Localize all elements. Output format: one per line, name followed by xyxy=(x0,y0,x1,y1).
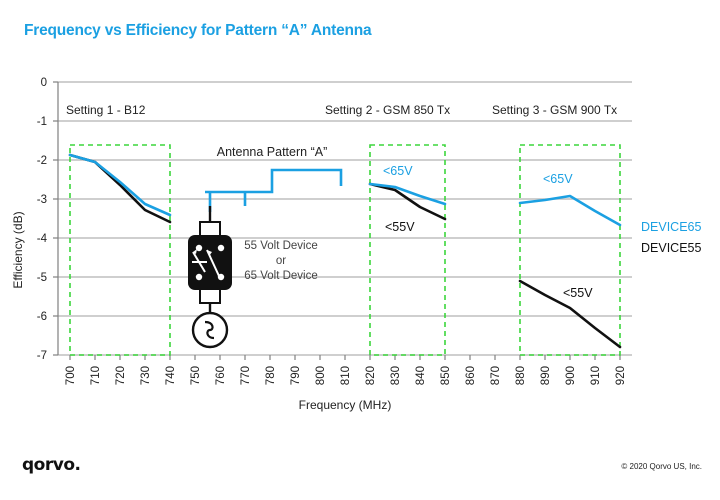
antenna-step-diagram xyxy=(205,168,343,212)
device65-segment-setting-1 xyxy=(68,153,172,217)
copyright-notice: © 2020 Qorvo US, Inc. xyxy=(621,462,702,471)
device-schematic xyxy=(188,206,232,349)
qorvo-logo: qorvo. xyxy=(22,455,81,475)
device65-segment-setting-3 xyxy=(518,194,622,227)
device-caption-line2: or xyxy=(276,255,286,267)
series-device55 xyxy=(68,153,622,349)
page-title: Frequency vs Efficiency for Pattern “A” … xyxy=(24,22,372,39)
region-box-setting-2 xyxy=(369,144,446,356)
device65-segment-setting-2 xyxy=(368,182,447,206)
region-boxes xyxy=(69,144,621,356)
device-node-tr xyxy=(217,244,225,252)
device-caption-line3: 65 Volt Device xyxy=(244,270,318,282)
x-tick-730: 730 xyxy=(140,366,152,385)
legend-item-device65: DEVICE65 xyxy=(641,220,702,234)
annotation-setting3-55v: <55V xyxy=(563,286,593,300)
x-axis-title: Frequency (MHz) xyxy=(299,398,392,412)
setting-3-label: Setting 3 - GSM 900 Tx xyxy=(492,103,617,117)
x-tick-890: 890 xyxy=(540,366,552,385)
x-tick-820: 820 xyxy=(365,366,377,385)
legend-item-device55: DEVICE55 xyxy=(641,241,702,255)
x-tick-900: 900 xyxy=(565,366,577,385)
setting-2-label: Setting 2 - GSM 850 Tx xyxy=(325,103,450,117)
annotation-setting3-65v: <65V xyxy=(543,172,573,186)
device-node-tl xyxy=(195,244,203,252)
region-box-setting-3 xyxy=(519,144,621,356)
x-tick-750: 750 xyxy=(190,366,202,385)
y-tick-labels: 0 -1 -2 -3 -4 -5 -6 -7 xyxy=(37,77,48,362)
annotation-setting2-65v: <65V xyxy=(383,164,413,178)
device55-segment-setting-2 xyxy=(368,182,447,221)
setting-labels: Setting 1 - B12 Setting 2 - GSM 850 Tx S… xyxy=(66,103,617,117)
device55-segment-setting-3 xyxy=(518,279,622,349)
y-tick-m2: -2 xyxy=(37,155,47,167)
x-tick-labels: 700 710 720 730 740 750 760 770 780 790 … xyxy=(65,366,627,385)
device-bottom-terminal xyxy=(199,288,221,304)
device-caption: 55 Volt Device or 65 Volt Device xyxy=(244,240,318,282)
x-tick-830: 830 xyxy=(390,366,402,385)
x-axis-ticks xyxy=(69,355,621,360)
grid-lines xyxy=(58,81,632,356)
device-arrow-head-right xyxy=(207,250,212,256)
x-tick-770: 770 xyxy=(240,366,252,385)
y-tick-0: 0 xyxy=(41,77,47,89)
x-tick-860: 860 xyxy=(465,366,477,385)
x-tick-790: 790 xyxy=(290,366,302,385)
device55-segment-setting-1 xyxy=(68,153,172,224)
x-tick-910: 910 xyxy=(590,366,602,385)
efficiency-chart: 0 -1 -2 -3 -4 -5 -6 -7 Efficiency (dB) xyxy=(11,77,632,412)
x-tick-880: 880 xyxy=(515,366,527,385)
region-box-setting-1 xyxy=(69,144,171,356)
x-tick-850: 850 xyxy=(440,366,452,385)
y-tick-m1: -1 xyxy=(37,116,47,128)
y-tick-m6: -6 xyxy=(37,311,47,323)
y-tick-m7: -7 xyxy=(37,350,47,362)
setting-1-label: Setting 1 - B12 xyxy=(66,103,146,117)
x-tick-840: 840 xyxy=(415,366,427,385)
y-tick-m5: -5 xyxy=(37,272,47,284)
device-node-bl xyxy=(195,273,203,281)
source-sine-glyph xyxy=(204,320,215,340)
x-tick-710: 710 xyxy=(90,366,102,385)
device-arrow-head-left xyxy=(193,249,197,254)
y-tick-m3: -3 xyxy=(37,194,47,206)
x-tick-760: 760 xyxy=(215,366,227,385)
series-device65 xyxy=(68,153,622,227)
x-tick-920: 920 xyxy=(615,366,627,385)
y-tick-m4: -4 xyxy=(37,233,48,245)
device-top-terminal xyxy=(199,221,221,237)
antenna-step-path xyxy=(205,168,343,194)
annotation-setting2-55v: <55V xyxy=(385,220,415,234)
antenna-pattern-title: Antenna Pattern “A” xyxy=(217,145,327,159)
x-tick-740: 740 xyxy=(165,366,177,385)
x-tick-700: 700 xyxy=(65,366,77,385)
y-axis-title: Efficiency (dB) xyxy=(11,211,25,288)
y-axis-ticks xyxy=(53,81,58,356)
x-tick-810: 810 xyxy=(340,366,352,385)
x-tick-800: 800 xyxy=(315,366,327,385)
device-caption-line1: 55 Volt Device xyxy=(244,240,318,252)
x-tick-780: 780 xyxy=(265,366,277,385)
x-tick-870: 870 xyxy=(490,366,502,385)
x-tick-720: 720 xyxy=(115,366,127,385)
